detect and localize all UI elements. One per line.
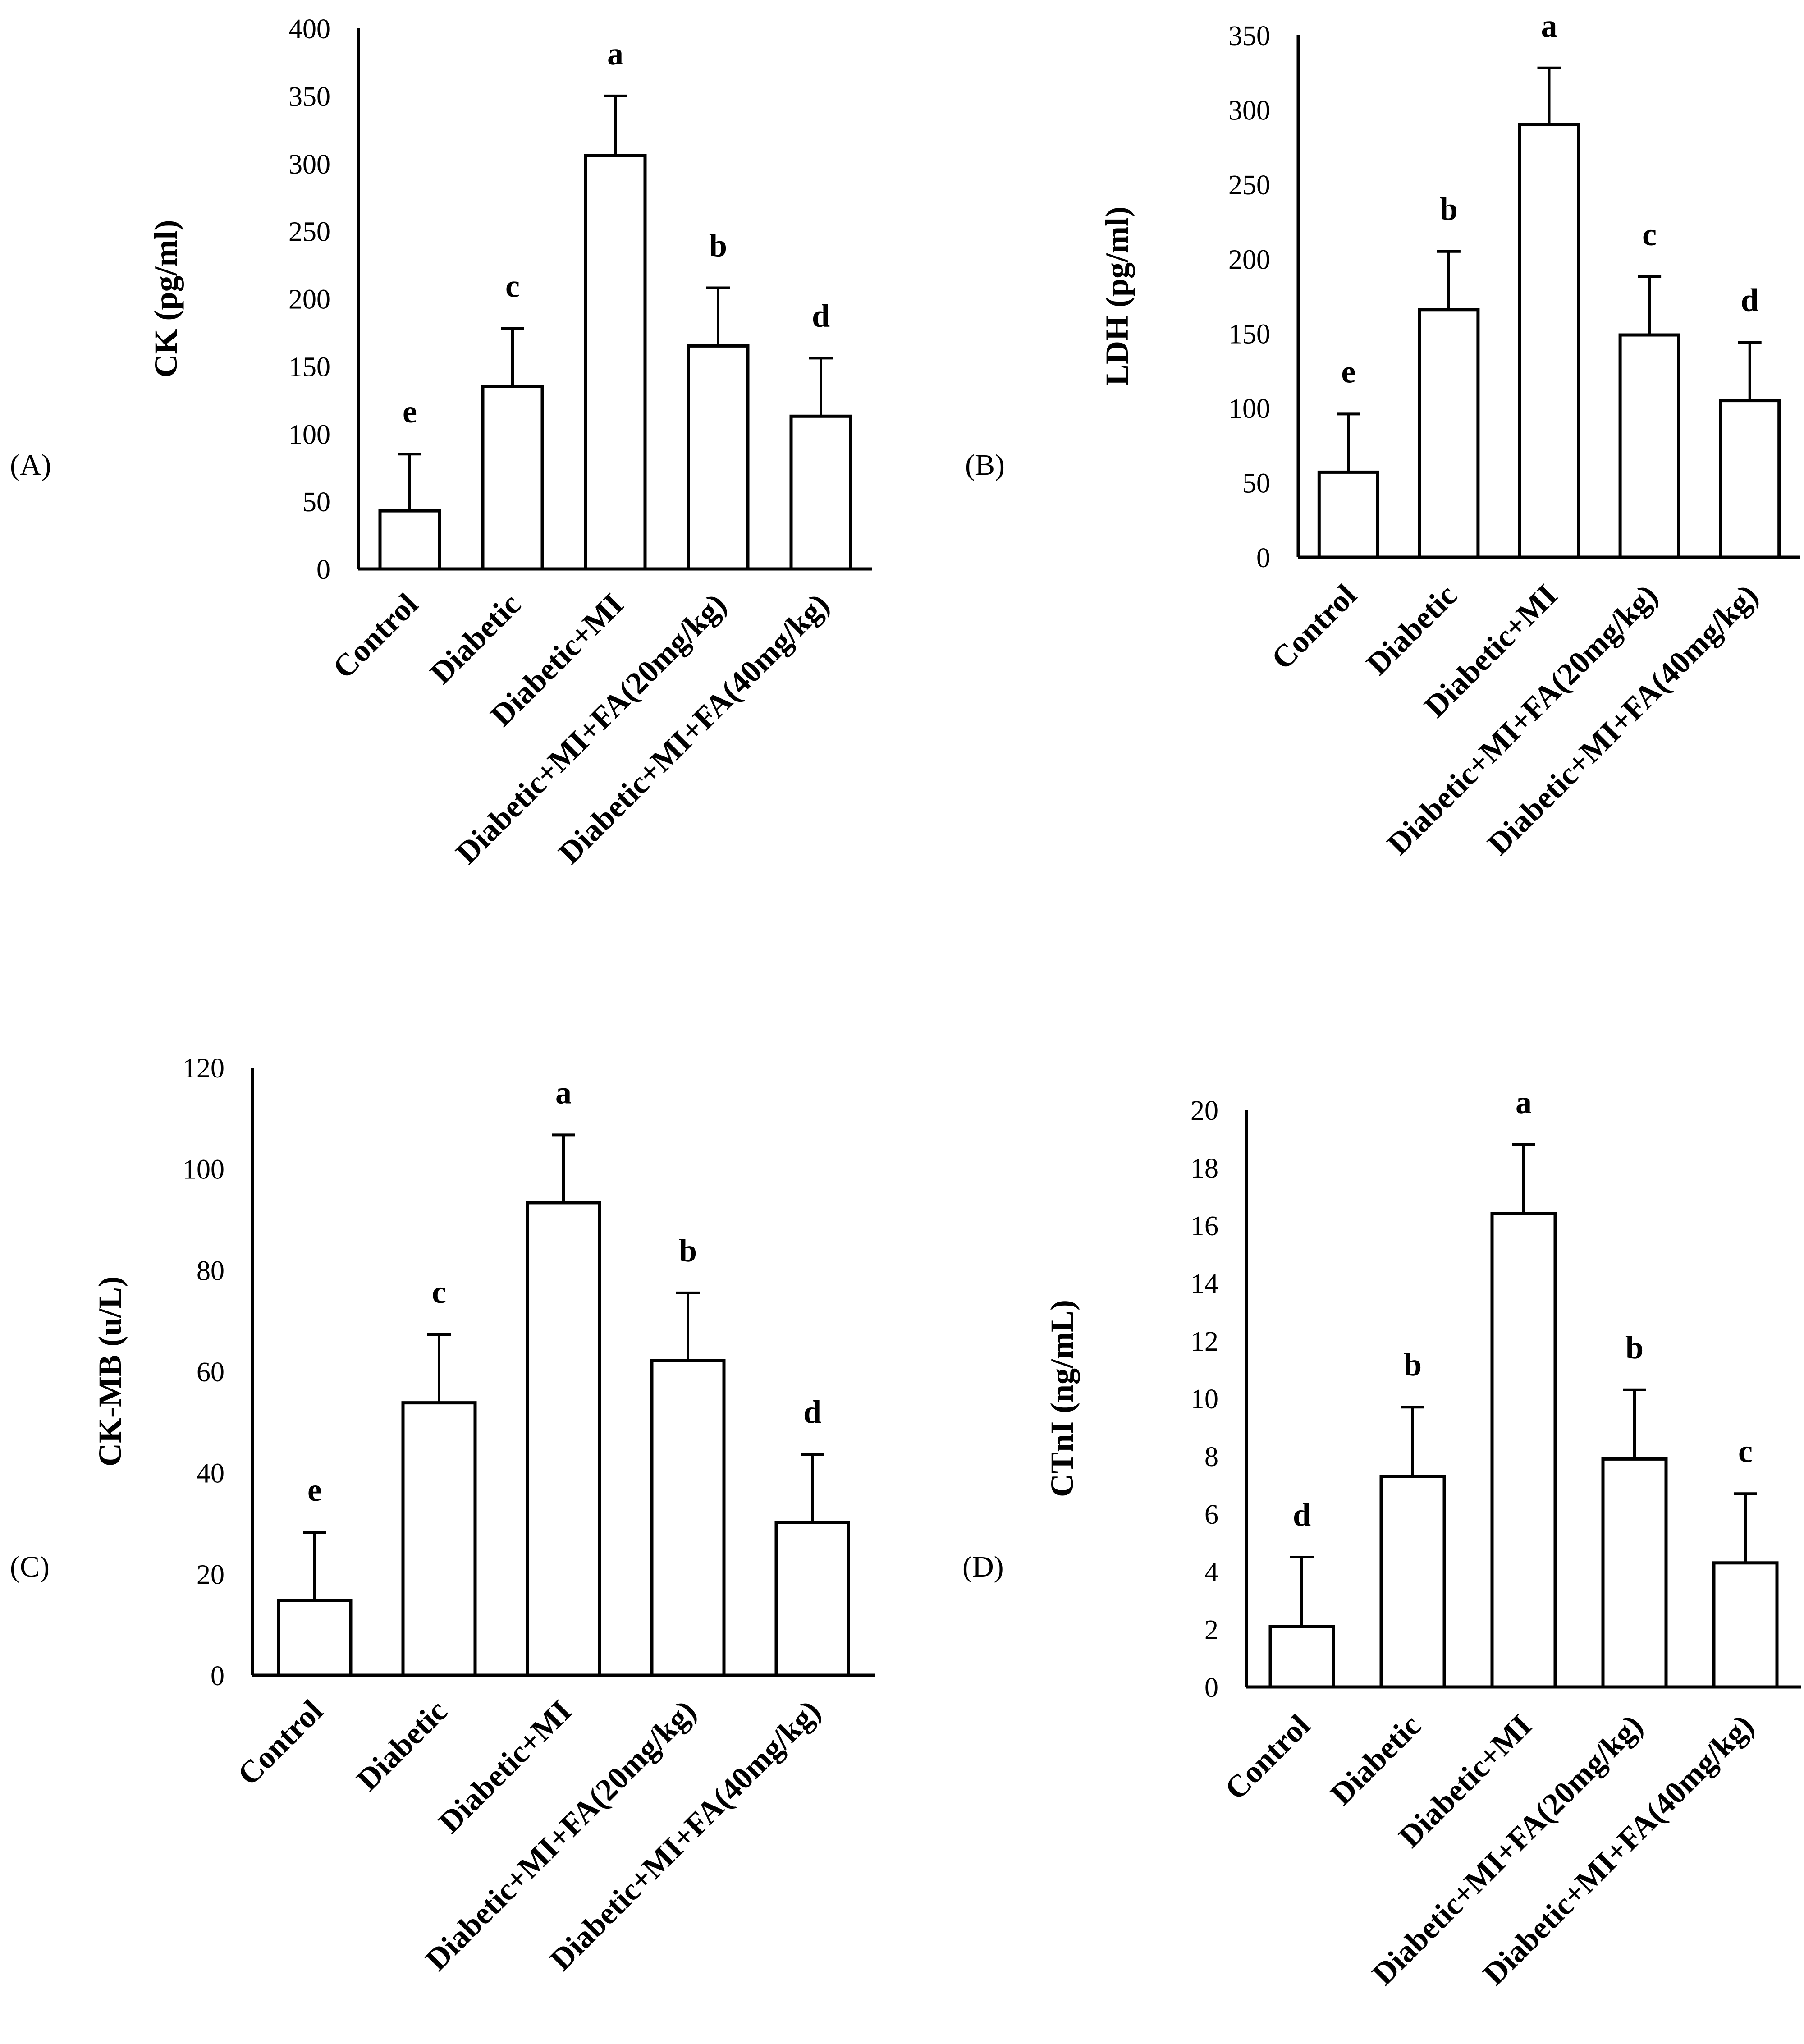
significance-letter: b [1625, 1329, 1644, 1366]
y-tick-label: 12 [1190, 1326, 1218, 1357]
bar [650, 1359, 726, 1677]
significance-letter: e [1341, 353, 1355, 390]
y-tick-label: 80 [197, 1256, 224, 1286]
chart-panel-3: (C) CK-MB (u/L) 0 20 40 60 80 100 120 e Control c Di… [10, 1053, 875, 1977]
y-tick-label: 2 [1204, 1615, 1218, 1645]
bar [774, 1521, 850, 1677]
significance-letter: d [1293, 1497, 1311, 1533]
significance-letter: b [1404, 1347, 1422, 1383]
significance-letter: c [1738, 1433, 1753, 1469]
bar [1317, 470, 1379, 559]
x-category-label: Diabetic+MI+FA(40mg/kg) [544, 1694, 828, 1978]
significance-letter: c [1642, 216, 1657, 252]
y-tick-label: 20 [1190, 1095, 1218, 1126]
chart-panel-4: (D) CTnI (ng/mL) 0 2 4 6 8 10 12 14 16 18 20 d Control… [962, 1084, 1801, 1992]
significance-letter: a [1516, 1084, 1532, 1120]
significance-letter: d [803, 1394, 821, 1430]
y-tick-label: 250 [1228, 170, 1270, 201]
y-tick-label: 16 [1190, 1211, 1218, 1242]
y-tick-label: 4 [1204, 1557, 1218, 1588]
panel-label: (B) [965, 449, 1005, 481]
chart-panel-1: (A) CK (pg/ml) 0 50 100 150 200 250 300 350 400 e Co… [10, 14, 872, 871]
y-tick-label: 150 [1228, 319, 1270, 350]
significance-letter: c [432, 1274, 446, 1310]
bar [789, 414, 852, 571]
y-tick-label: 20 [197, 1559, 224, 1590]
y-tick-label: 0 [1204, 1673, 1218, 1703]
y-tick-label: 300 [1228, 95, 1270, 126]
panel-label: (C) [10, 1550, 50, 1583]
panel-label: (A) [10, 449, 51, 481]
significance-letter: a [1541, 8, 1557, 44]
y-tick-label: 10 [1190, 1384, 1218, 1415]
bar [1618, 333, 1680, 559]
bar [1518, 123, 1580, 559]
y-tick-label: 0 [211, 1661, 224, 1691]
x-category-label: Control [231, 1694, 330, 1792]
bar [1601, 1457, 1668, 1689]
x-category-label: Control [1265, 578, 1364, 677]
y-tick-label: 100 [1228, 394, 1270, 424]
bar [1268, 1625, 1335, 1689]
y-tick-label: 300 [288, 149, 330, 180]
bar [1379, 1475, 1446, 1689]
y-axis-title: CK (pg/ml) [148, 220, 184, 378]
bar [481, 385, 544, 571]
y-tick-label: 50 [302, 487, 330, 518]
y-tick-label: 0 [1256, 543, 1270, 573]
y-tick-label: 200 [288, 284, 330, 315]
x-category-label: Diabetic [424, 587, 527, 691]
y-tick-label: 0 [316, 555, 330, 585]
significance-letter: a [555, 1074, 572, 1110]
bar [687, 344, 750, 571]
x-category-label: Control [1218, 1708, 1317, 1807]
y-tick-label: 8 [1204, 1442, 1218, 1472]
x-category-label: Control [326, 587, 425, 686]
y-tick-label: 100 [183, 1155, 224, 1185]
significance-letter: c [505, 268, 520, 304]
y-tick-label: 200 [1228, 244, 1270, 275]
significance-letter: b [1440, 191, 1458, 227]
significance-letter: b [679, 1233, 697, 1269]
x-category-label: Diabetic [1324, 1708, 1428, 1812]
y-tick-label: 100 [288, 419, 330, 450]
y-tick-label: 50 [1242, 468, 1270, 499]
y-tick-label: 250 [288, 217, 330, 247]
bar [401, 1401, 477, 1677]
significance-letter: d [1741, 282, 1759, 318]
x-category-label: Diabetic [350, 1694, 454, 1797]
significance-letter: e [403, 394, 417, 430]
significance-letter: a [607, 36, 623, 72]
bar [1490, 1212, 1557, 1689]
chart-panel-2: (B) LDH (pg/ml) 0 50 100 150 200 250 300 350 e Cont… [965, 8, 1800, 862]
significance-letter: e [307, 1472, 322, 1508]
y-tick-label: 400 [288, 14, 330, 45]
y-axis-title: CK-MB (u/L) [92, 1276, 128, 1467]
bar [1418, 308, 1480, 559]
bar [1712, 1561, 1779, 1689]
bar [378, 509, 441, 571]
bar [584, 154, 647, 571]
x-category-label: Diabetic [1360, 578, 1464, 682]
significance-letter: b [709, 228, 727, 264]
y-axis-title: CTnI (ng/mL) [1044, 1300, 1080, 1497]
y-axis-title: LDH (pg/ml) [1099, 206, 1135, 386]
panel-label: (D) [962, 1550, 1004, 1583]
y-tick-label: 14 [1190, 1269, 1218, 1299]
y-tick-label: 350 [288, 82, 330, 112]
significance-letter: d [812, 298, 830, 334]
y-tick-label: 40 [197, 1458, 224, 1489]
bar [277, 1599, 353, 1677]
y-tick-label: 150 [288, 352, 330, 382]
bar [1719, 399, 1781, 559]
y-tick-label: 18 [1190, 1153, 1218, 1184]
bar [526, 1201, 601, 1677]
y-tick-label: 350 [1228, 21, 1270, 51]
y-tick-label: 6 [1204, 1499, 1218, 1530]
y-tick-label: 60 [197, 1357, 224, 1388]
y-tick-label: 120 [183, 1053, 224, 1084]
